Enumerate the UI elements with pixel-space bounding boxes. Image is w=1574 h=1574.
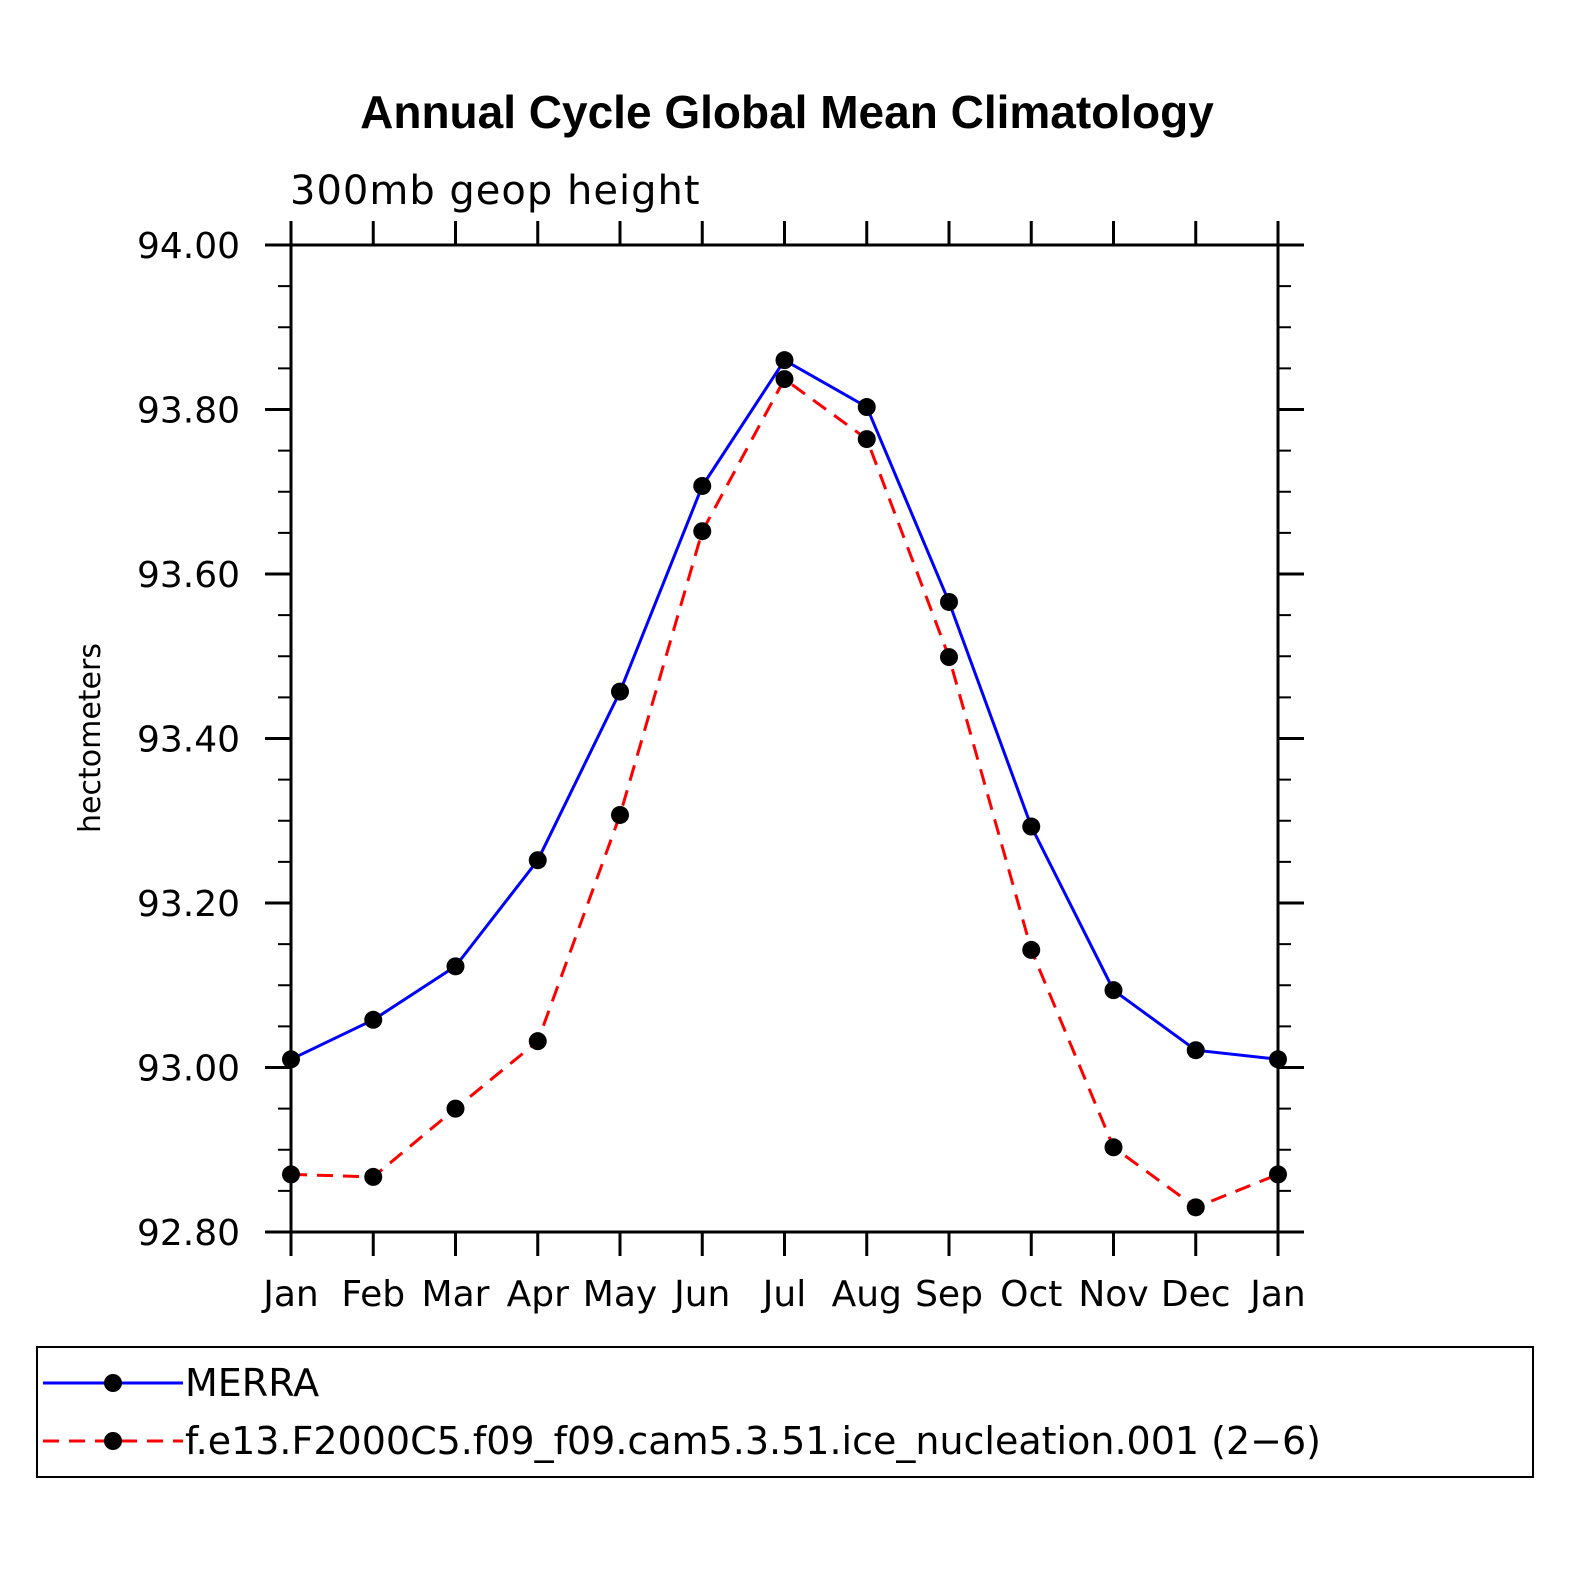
y-tick-label: 93.20 <box>137 884 240 925</box>
x-tick-label: Oct <box>1000 1274 1062 1315</box>
series-1-point <box>282 1165 300 1184</box>
series-1-point <box>364 1167 383 1186</box>
series-0-point <box>857 398 876 417</box>
series-0-point <box>1104 981 1123 1000</box>
series-0-point <box>611 682 629 701</box>
y-tick-label: 92.80 <box>137 1213 240 1254</box>
x-tick-label: May <box>583 1274 657 1315</box>
legend-marker-model <box>104 1432 122 1450</box>
x-tick-label: Jul <box>761 1274 806 1315</box>
y-tick-label: 93.80 <box>137 391 240 432</box>
x-tick-label: Jan <box>1248 1274 1306 1315</box>
x-tick-label: Sep <box>915 1274 983 1315</box>
chart-subtitle: 300mb geop height <box>290 168 701 214</box>
y-tick-label: 93.40 <box>137 720 240 761</box>
series-1-point <box>1269 1165 1287 1184</box>
series-1-point <box>693 522 712 541</box>
x-tick-label: Feb <box>341 1274 405 1315</box>
legend-box <box>36 1346 1534 1478</box>
series-0-point <box>528 851 547 870</box>
series-0-point <box>282 1050 300 1069</box>
x-tick-label: Nov <box>1078 1274 1148 1315</box>
x-tick-label: Mar <box>422 1274 490 1315</box>
y-axis-label: hectometers <box>73 643 108 833</box>
x-tick-label: Dec <box>1161 1274 1231 1315</box>
series-line-0 <box>290 358 1279 1061</box>
series-1-point <box>940 648 958 667</box>
y-tick-label: 93.60 <box>137 555 240 596</box>
series-1-point <box>528 1032 547 1051</box>
y-tick-labels: 92.80 93.00 93.20 93.40 93.60 93.80 94.00 <box>137 226 240 1254</box>
series-1-point <box>775 370 794 389</box>
series-0-point <box>364 1010 383 1029</box>
y-tick-label: 93.00 <box>137 1049 240 1090</box>
series-lines <box>290 358 1279 1210</box>
series-0-point <box>940 592 958 611</box>
x-tick-label: Apr <box>507 1274 569 1315</box>
series-1-point <box>1022 940 1041 959</box>
legend-label-merra: MERRA <box>185 1361 319 1405</box>
series-0-point <box>1022 817 1041 836</box>
series-1-point <box>857 430 876 449</box>
legend-marker-merra <box>104 1374 122 1392</box>
series-0-point <box>693 476 712 495</box>
series-1-point <box>446 1099 465 1118</box>
series-0-point <box>775 351 794 370</box>
x-tick-label: Jun <box>672 1274 730 1315</box>
series-1-point <box>611 805 629 824</box>
plot-frame <box>289 243 1280 1234</box>
series-1-point <box>1186 1198 1205 1217</box>
series-1-point <box>1104 1138 1123 1157</box>
x-tick-labels: Jan Feb Mar Apr May Jun Jul Aug Sep Oct Nov Dec Jan <box>261 1274 1306 1315</box>
legend-label-model: f.e13.F2000C5.f09_f09.cam5.3.51.ice_nucl… <box>185 1419 1321 1463</box>
legend: MERRA f.e13.F2000C5.f09_f09.cam5.3.51.ic… <box>36 1346 1534 1478</box>
series-0-point <box>1186 1041 1205 1060</box>
y-tick-label: 94.00 <box>137 226 240 267</box>
series-line-1 <box>290 376 1279 1210</box>
series-0-point <box>1269 1050 1287 1069</box>
series-0-point <box>446 957 465 976</box>
x-tick-label: Jan <box>261 1274 319 1315</box>
series-points <box>282 351 1287 1217</box>
x-tick-label: Aug <box>832 1274 902 1315</box>
axis-ticks <box>265 221 1304 1256</box>
chart-title: Annual Cycle Global Mean Climatology <box>360 86 1214 138</box>
